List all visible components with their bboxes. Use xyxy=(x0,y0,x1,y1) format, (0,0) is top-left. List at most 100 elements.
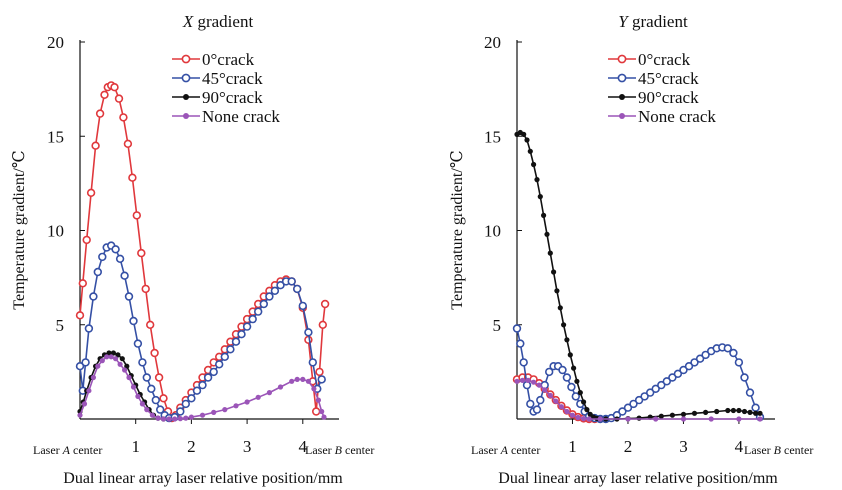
data-point xyxy=(111,245,120,254)
data-point xyxy=(98,252,107,262)
x-tick-label: 1 xyxy=(131,437,140,456)
data-point xyxy=(636,415,642,421)
data-point xyxy=(536,382,542,388)
data-point xyxy=(575,414,581,421)
data-point xyxy=(541,212,547,218)
data-point xyxy=(673,369,683,378)
data-point xyxy=(734,358,744,367)
data-point xyxy=(198,380,207,390)
legend-marker xyxy=(617,73,627,83)
data-point xyxy=(95,109,105,118)
data-point xyxy=(723,344,732,353)
data-point xyxy=(634,395,644,405)
data-point xyxy=(525,377,531,383)
data-point xyxy=(557,305,563,311)
data-point xyxy=(110,350,116,356)
data-point xyxy=(89,292,98,301)
data-point xyxy=(531,161,537,168)
data-point xyxy=(130,384,137,390)
data-point xyxy=(124,363,130,369)
data-point xyxy=(531,379,537,385)
data-point xyxy=(81,358,90,367)
data-point xyxy=(753,410,759,416)
y-tick-label: 5 xyxy=(493,316,502,335)
data-point xyxy=(81,401,88,407)
data-point xyxy=(554,288,560,294)
data-point xyxy=(701,350,710,360)
data-point xyxy=(166,416,172,422)
data-point xyxy=(203,373,213,382)
data-point xyxy=(629,399,638,409)
data-point xyxy=(740,373,749,382)
data-point xyxy=(147,384,156,393)
data-point xyxy=(144,407,150,413)
data-point xyxy=(115,254,125,263)
data-point xyxy=(95,363,101,369)
data-point xyxy=(577,390,583,396)
data-point xyxy=(108,354,114,360)
data-point xyxy=(160,416,167,422)
data-point xyxy=(233,403,239,409)
laser-b-center-label: Laser B center xyxy=(305,443,374,457)
legend-marker xyxy=(619,113,625,119)
data-point xyxy=(86,388,92,394)
legend-marker xyxy=(619,94,625,100)
data-point xyxy=(534,177,540,183)
data-point xyxy=(320,299,330,309)
data-point xyxy=(564,337,570,343)
data-point xyxy=(142,373,152,382)
laser-b-center-label: Laser B center xyxy=(744,443,813,457)
data-point xyxy=(516,339,525,348)
data-point xyxy=(527,148,533,154)
y-axis-label: Temperature gradient/℃ xyxy=(449,150,466,309)
data-point xyxy=(155,415,161,421)
data-point xyxy=(308,358,317,367)
data-point xyxy=(139,401,145,407)
data-point xyxy=(128,173,137,182)
y-tick-label: 20 xyxy=(484,33,501,52)
data-point xyxy=(567,382,576,392)
data-point xyxy=(231,337,241,346)
laser-a-center-label: Laser A center xyxy=(471,443,540,457)
series-line xyxy=(516,131,760,420)
legend-label: 45°crack xyxy=(638,69,699,88)
data-point xyxy=(725,407,731,414)
data-point xyxy=(135,393,141,399)
data-point xyxy=(300,376,306,382)
data-point xyxy=(524,137,530,143)
data-point xyxy=(680,416,687,422)
data-point xyxy=(129,316,138,326)
data-point xyxy=(741,408,748,415)
legend-label: 0°crack xyxy=(202,50,255,69)
data-point xyxy=(222,407,228,413)
data-point xyxy=(730,407,737,414)
data-point xyxy=(657,380,666,390)
data-point xyxy=(757,416,763,422)
data-point xyxy=(265,292,274,301)
data-point xyxy=(703,409,709,415)
data-point xyxy=(512,324,522,333)
legend-marker xyxy=(183,113,189,119)
data-point xyxy=(117,361,123,367)
data-point xyxy=(574,378,580,384)
data-point xyxy=(78,279,88,288)
data-point xyxy=(226,345,235,354)
x-axis-label: Dual linear array laser relative positio… xyxy=(63,470,343,487)
data-point xyxy=(123,139,133,149)
series-90-crack xyxy=(514,129,763,422)
x-tick-label: 2 xyxy=(624,437,633,456)
data-point xyxy=(114,94,124,103)
data-point xyxy=(571,392,580,401)
data-point xyxy=(537,194,543,200)
data-point xyxy=(714,408,720,415)
data-point xyxy=(551,269,557,275)
series-line xyxy=(516,328,761,420)
data-point xyxy=(658,413,664,419)
data-point xyxy=(569,412,576,418)
data-point xyxy=(298,301,307,311)
y-tick-label: 20 xyxy=(47,33,64,52)
data-point xyxy=(532,405,542,414)
data-point xyxy=(183,415,189,421)
data-point xyxy=(319,408,325,415)
data-point xyxy=(747,409,753,415)
